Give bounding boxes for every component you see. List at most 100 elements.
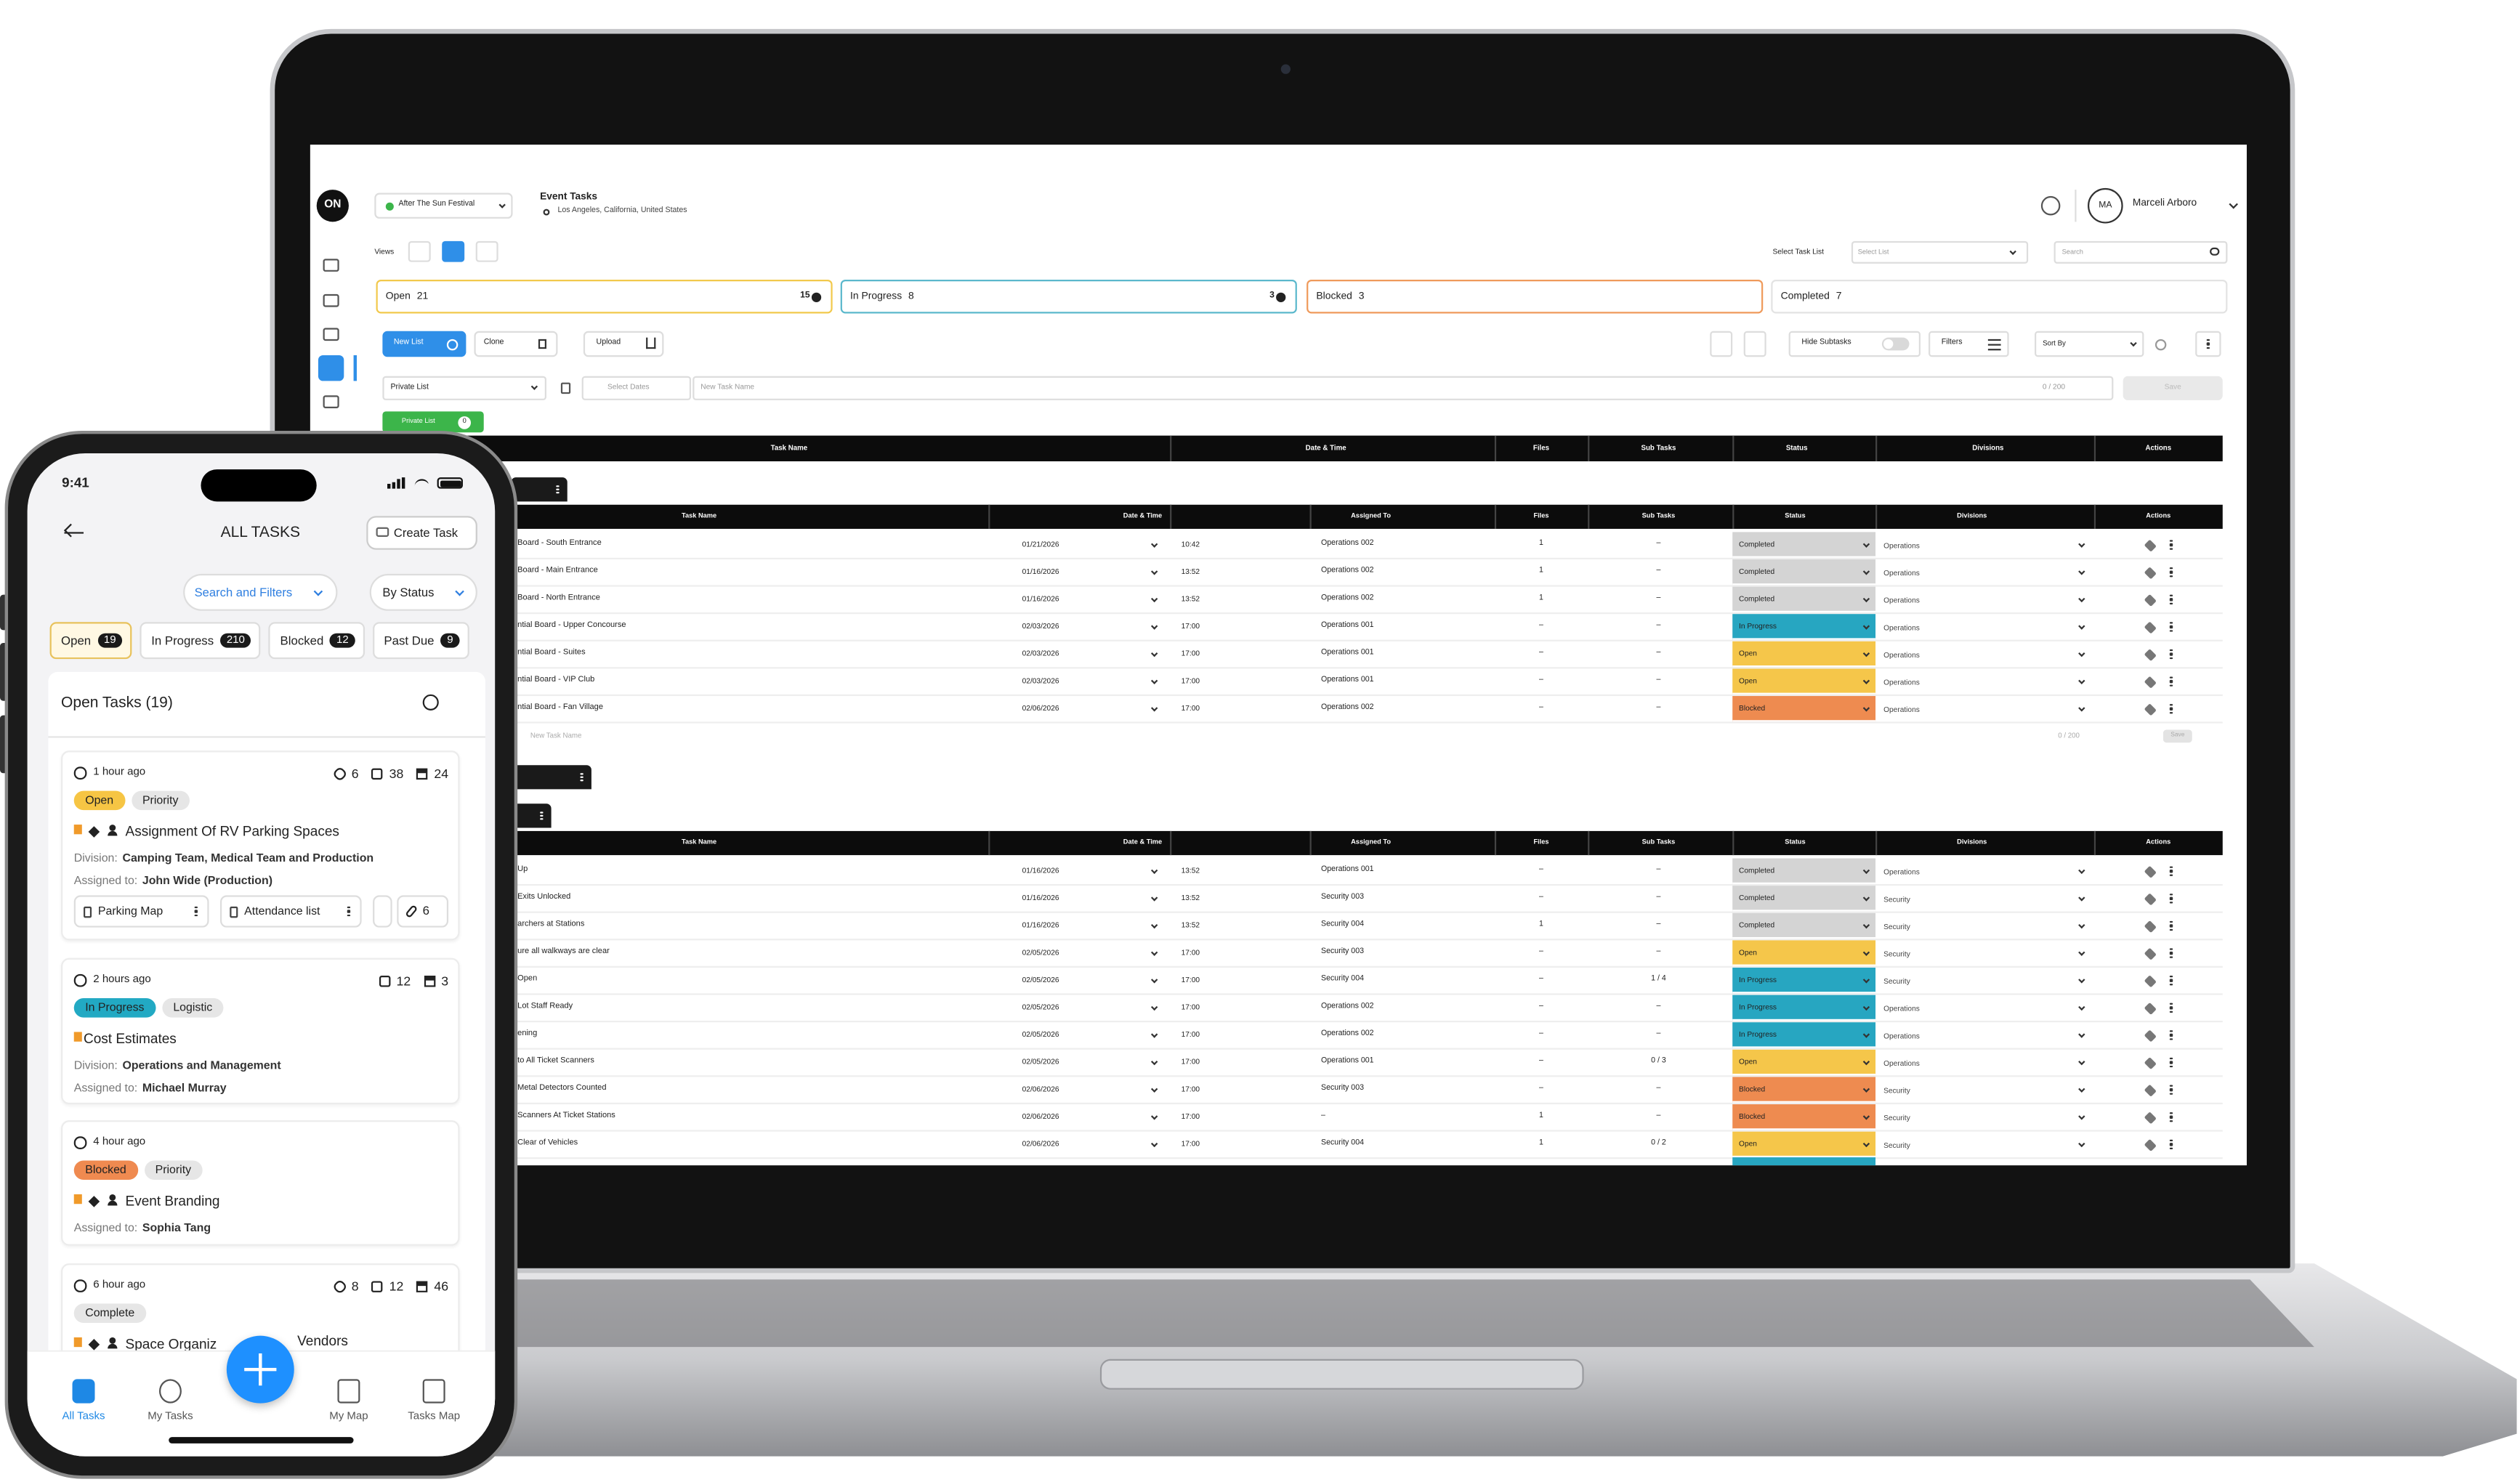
task-files: –: [1539, 704, 1543, 713]
sidebar-icon[interactable]: [323, 259, 339, 272]
nav-label[interactable]: My Tasks: [148, 1411, 193, 1422]
sidebar-icon[interactable]: [323, 293, 339, 307]
status-cell[interactable]: [1732, 641, 1876, 668]
status-cell[interactable]: [1732, 1049, 1876, 1076]
upload-button[interactable]: [583, 331, 664, 357]
status-cell[interactable]: [1732, 1104, 1876, 1130]
task-assignee: Operations 001: [1321, 649, 1374, 658]
column-header: Status: [1785, 511, 1806, 520]
status-tab[interactable]: Blocked 12: [269, 622, 365, 660]
status-cell[interactable]: [1732, 559, 1876, 586]
status-card[interactable]: [1307, 279, 1764, 314]
card-detail-label: Assigned to:: [73, 872, 138, 887]
status-tab[interactable]: Past Due 9: [372, 622, 469, 660]
copy-icon: [538, 339, 546, 349]
status-cell[interactable]: [1732, 1131, 1876, 1158]
kebab-dot: [581, 780, 583, 782]
more-button[interactable]: [2195, 331, 2221, 357]
footer-counter: 0 / 200: [2058, 731, 2080, 740]
search-filters-pill[interactable]: [183, 573, 338, 611]
nav-label[interactable]: All Tasks: [62, 1411, 105, 1422]
nav-icon[interactable]: [72, 1379, 95, 1404]
clone-button[interactable]: [474, 331, 558, 357]
status-cell[interactable]: [1732, 967, 1876, 994]
task-files: 1: [1539, 540, 1543, 549]
nav-icon[interactable]: [158, 1379, 182, 1404]
status-cell[interactable]: [1732, 912, 1876, 939]
status-cell[interactable]: [1732, 1077, 1876, 1103]
column-divider: [1875, 504, 1877, 529]
status-cell-cut: [1732, 1157, 1876, 1166]
date-select[interactable]: [581, 376, 692, 400]
status-cell[interactable]: [1732, 940, 1876, 966]
view-button[interactable]: [475, 240, 498, 262]
task-subtasks: –: [1656, 704, 1661, 713]
status-cell[interactable]: [1732, 532, 1876, 558]
select-list[interactable]: [1851, 240, 2029, 264]
footer-save[interactable]: [2162, 729, 2192, 743]
kebab-dot: [2170, 1030, 2173, 1033]
nav-icon[interactable]: [422, 1379, 445, 1404]
task-assignee: Security 003: [1321, 949, 1365, 957]
status-card[interactable]: [376, 279, 833, 314]
event-selector[interactable]: [374, 193, 513, 219]
status-cell[interactable]: [1732, 696, 1876, 722]
status-card[interactable]: [840, 279, 1297, 314]
list-select[interactable]: [382, 376, 546, 400]
status-tab[interactable]: In Progress 210: [140, 622, 262, 660]
task-card[interactable]: [61, 750, 460, 941]
status-cell[interactable]: [1732, 614, 1876, 640]
sidebar-icon-active[interactable]: [318, 355, 344, 381]
avatar-initials: MA: [2099, 201, 2112, 211]
status-tab[interactable]: Open 19: [49, 622, 132, 660]
search-box[interactable]: [2053, 240, 2228, 264]
create-task-button[interactable]: [366, 516, 477, 550]
task-assignee: Operations 001: [1321, 867, 1374, 875]
group-tab[interactable]: [511, 765, 591, 790]
kebab-dot: [2170, 983, 2173, 985]
filters-button[interactable]: [1929, 331, 2009, 357]
nav-label[interactable]: My Map: [329, 1411, 368, 1422]
kebab-dot: [2170, 928, 2173, 931]
task-status: Open: [1739, 648, 1757, 657]
new-task-placeholder: New Task Name: [700, 382, 755, 391]
attachment-count-chip[interactable]: [397, 895, 449, 928]
sort-by-label: Sort By: [2043, 339, 2066, 347]
task-subtasks: –: [1656, 595, 1661, 604]
task-status: In Progress: [1739, 1002, 1777, 1011]
screen-title: ALL TASKS: [220, 524, 301, 542]
status-cell[interactable]: [1732, 1022, 1876, 1048]
task-card[interactable]: [61, 957, 460, 1105]
hide-subtasks[interactable]: [1788, 331, 1921, 357]
status-cell[interactable]: [1732, 886, 1876, 912]
nav-icon[interactable]: [337, 1379, 360, 1404]
save-button[interactable]: [2123, 376, 2223, 400]
files-icon: [331, 765, 348, 782]
toolbar-icon-button[interactable]: [1743, 331, 1766, 357]
by-status-pill[interactable]: [369, 573, 477, 611]
row-separator: [511, 612, 2223, 614]
task-status: Blocked: [1739, 703, 1766, 712]
nav-label[interactable]: Tasks Map: [408, 1411, 461, 1422]
group-tab[interactable]: [511, 803, 552, 828]
status-cell[interactable]: [1732, 858, 1876, 884]
status-tab-label: Open: [61, 633, 92, 648]
task-card[interactable]: [61, 1120, 460, 1246]
status-card[interactable]: [1771, 279, 2228, 314]
sidebar-icon[interactable]: [323, 328, 339, 341]
status-cell[interactable]: [1732, 586, 1876, 613]
attachment-chip[interactable]: [73, 895, 209, 928]
attachment-chip[interactable]: [220, 895, 362, 928]
status-cell[interactable]: [1732, 668, 1876, 695]
toolbar-icon-button[interactable]: [1710, 331, 1733, 357]
group-tab[interactable]: [511, 477, 568, 502]
kebab-dot: [347, 910, 350, 912]
kebab-dot: [2170, 711, 2173, 713]
sidebar-icon[interactable]: [323, 395, 339, 409]
sort-by[interactable]: [2035, 331, 2144, 357]
view-button[interactable]: [442, 240, 465, 262]
view-button[interactable]: [408, 240, 431, 262]
status-cell[interactable]: [1732, 995, 1876, 1021]
new-task-input[interactable]: [692, 376, 2114, 400]
